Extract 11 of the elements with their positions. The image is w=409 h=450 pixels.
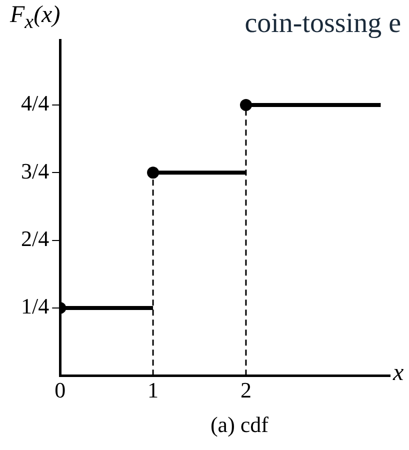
x-tick-label: 1 [148,378,159,403]
x-tick-label: 0 [54,378,66,403]
y-tick-label: 2/4 [20,226,50,252]
y-tick-label: 1/4 [20,294,50,319]
y-tick-label: 4/4 [20,90,50,116]
chart-title: coin-tossing e [244,8,401,40]
text: (a) cdf [209,412,270,438]
x-tick-label: 2 [240,378,252,403]
y-axis-title: F$_{x}$(x) [10,2,60,34]
y-tick-label: 3/4 [20,158,50,184]
x-axis-title: x [393,360,404,387]
